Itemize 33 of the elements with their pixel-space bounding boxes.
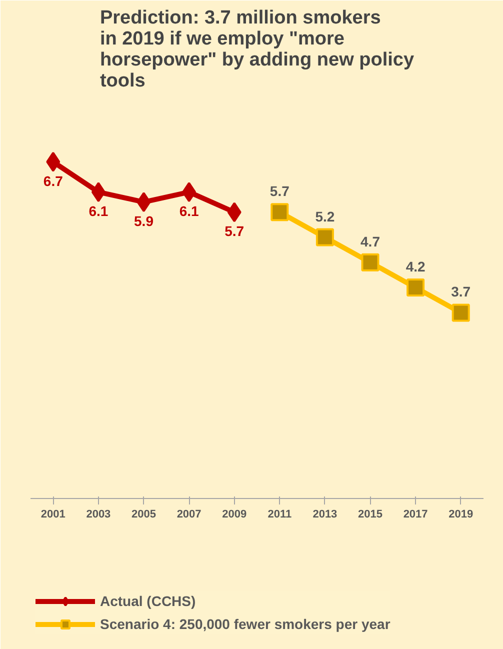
chart-title: Prediction: 3.7 million smokers in 2019 if we employ "more horsepower" by adding new policy tools bbox=[100, 8, 414, 92]
data-label: 4.2 bbox=[406, 258, 426, 275]
data-label: 5.9 bbox=[134, 213, 154, 230]
data-label: 5.2 bbox=[315, 208, 335, 224]
point bbox=[316, 228, 334, 246]
x-tick-label: 2009 bbox=[222, 508, 247, 521]
data-label: 3.7 bbox=[451, 284, 471, 300]
x-tick-label: 2017 bbox=[403, 508, 428, 521]
point bbox=[270, 203, 289, 222]
point bbox=[227, 202, 242, 222]
x-tick-label: 2007 bbox=[176, 508, 202, 521]
data-label: 6.1 bbox=[179, 203, 199, 220]
x-tick-label: 2015 bbox=[358, 508, 382, 521]
data-label: 6.1 bbox=[88, 203, 108, 220]
data-label: 5.7 bbox=[270, 183, 290, 200]
point bbox=[136, 192, 151, 212]
x-tick-label: 2001 bbox=[40, 508, 66, 521]
x-tick-label: 2011 bbox=[268, 508, 292, 521]
data-label: 6.7 bbox=[43, 172, 64, 189]
point bbox=[182, 182, 196, 202]
x-tick-label: 2003 bbox=[86, 508, 111, 521]
data-label: 5.7 bbox=[224, 223, 244, 240]
legend-label: Actual (CCHS) bbox=[100, 593, 196, 609]
legend-label: Scenario 4: 250,000 fewer smokers per year bbox=[100, 616, 390, 632]
x-tick-label: 2005 bbox=[132, 508, 156, 521]
point bbox=[91, 182, 106, 202]
x-tick-label: 2013 bbox=[312, 508, 338, 521]
x-tick-label: 2019 bbox=[448, 508, 474, 521]
data-label: 4.7 bbox=[360, 233, 380, 250]
point bbox=[361, 253, 380, 272]
point bbox=[406, 278, 425, 297]
point bbox=[452, 304, 470, 322]
point bbox=[46, 152, 60, 172]
